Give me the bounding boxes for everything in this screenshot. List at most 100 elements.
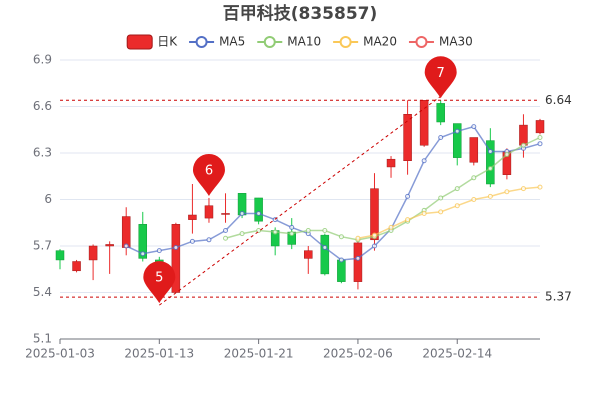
ma-point <box>520 186 526 192</box>
ma-point <box>438 209 444 215</box>
y-tick-label: 5.4 <box>33 285 52 299</box>
mark-pin <box>424 56 457 99</box>
ma-point <box>322 245 328 251</box>
legend-icon <box>415 36 428 48</box>
y-tick-label: 6.9 <box>33 53 52 67</box>
ma-point <box>223 235 229 241</box>
legend-icon <box>263 36 276 48</box>
x-tick-label: 2025-01-21 <box>224 347 294 361</box>
ma-point <box>305 228 311 233</box>
ma-point <box>256 228 262 233</box>
candle-body <box>72 261 81 272</box>
ma-point <box>421 210 427 216</box>
candle-body <box>386 158 396 168</box>
ma-point <box>338 257 344 263</box>
ma-point <box>338 234 344 240</box>
y-tick-label: 6.3 <box>33 146 52 160</box>
ma-point <box>438 135 444 140</box>
ma-point <box>504 189 510 195</box>
candle-body <box>535 120 545 134</box>
mark-line-label: 5.37 <box>545 290 572 304</box>
candle-body <box>337 259 346 282</box>
candle-body <box>304 250 313 259</box>
ma-point <box>206 237 212 243</box>
ma-point <box>537 184 543 190</box>
ma-point <box>537 135 543 140</box>
ma-point <box>371 232 377 238</box>
ma-point <box>471 197 477 202</box>
ma-point <box>520 142 526 148</box>
ma-point <box>355 235 361 241</box>
ma-line <box>125 125 541 261</box>
candle-body <box>121 216 131 248</box>
legend-label: 日K <box>157 35 178 49</box>
mark-pin <box>143 261 176 304</box>
ma-point <box>289 224 295 230</box>
ma-point <box>173 245 179 251</box>
ma-point <box>438 195 444 201</box>
candle-body <box>519 124 528 146</box>
ma-point <box>471 175 477 181</box>
mark-pin-label: 7 <box>437 66 445 81</box>
y-tick-label: 5.7 <box>33 239 52 253</box>
x-tick-label: 2025-01-13 <box>124 347 194 361</box>
candle-body <box>469 137 479 163</box>
ma-point <box>405 193 411 199</box>
legend-icon <box>195 36 208 48</box>
candle-body <box>353 242 363 282</box>
candle-body <box>403 114 412 161</box>
legend-icon <box>339 36 352 48</box>
mark-pin-label: 6 <box>205 163 213 178</box>
candle-body <box>320 234 330 275</box>
candle-body <box>452 123 462 158</box>
candle-body <box>204 205 214 219</box>
candle-body <box>55 250 65 261</box>
ma-point <box>371 243 377 249</box>
ma-point <box>405 217 411 223</box>
candle-body <box>370 188 379 241</box>
ma-point <box>454 186 460 192</box>
mark-pin <box>192 153 225 196</box>
ma-point <box>256 210 262 216</box>
y-tick-label: 6 <box>44 192 52 206</box>
candle-body <box>221 213 230 215</box>
x-tick-label: 2025-01-03 <box>25 347 95 361</box>
ma-point <box>355 255 361 261</box>
ma-point <box>471 124 477 130</box>
ma-point <box>487 148 493 154</box>
ma-point <box>421 158 427 164</box>
ma-point <box>504 152 510 158</box>
ma-point <box>322 228 328 233</box>
ma-point <box>140 251 146 257</box>
candle-body <box>254 197 263 222</box>
legend-label: MA30 <box>439 35 473 49</box>
ma-line <box>357 186 541 239</box>
ma-point <box>223 228 229 233</box>
legend-icon <box>126 34 153 50</box>
ma-point <box>487 166 493 171</box>
y-tick-label: 6.6 <box>33 99 52 113</box>
ma-point <box>239 231 245 237</box>
legend-label: MA20 <box>363 35 397 49</box>
ma-point <box>487 193 493 199</box>
ma-point <box>272 229 278 235</box>
ma-point <box>454 128 460 134</box>
mark-line-label: 6.64 <box>545 93 572 107</box>
candle-body <box>188 214 197 220</box>
ma-line <box>225 136 541 241</box>
x-tick-label: 2025-02-14 <box>422 347 492 361</box>
trend-line <box>159 95 441 306</box>
y-tick-label: 5.1 <box>33 332 52 346</box>
candle-body <box>436 103 445 123</box>
chart-title: 百甲科技(835857) <box>223 3 378 24</box>
ma-point <box>239 210 245 216</box>
ma-point <box>454 203 460 209</box>
legend-label: MA10 <box>287 35 321 49</box>
mark-pin-label: 5 <box>155 271 163 286</box>
candle-body <box>105 244 114 247</box>
legend: 日K MA5 MA10 MA20 MA30 <box>126 34 473 50</box>
candle-body <box>419 100 429 146</box>
x-tick-label: 2025-02-06 <box>323 347 393 361</box>
ma-point <box>156 248 162 254</box>
